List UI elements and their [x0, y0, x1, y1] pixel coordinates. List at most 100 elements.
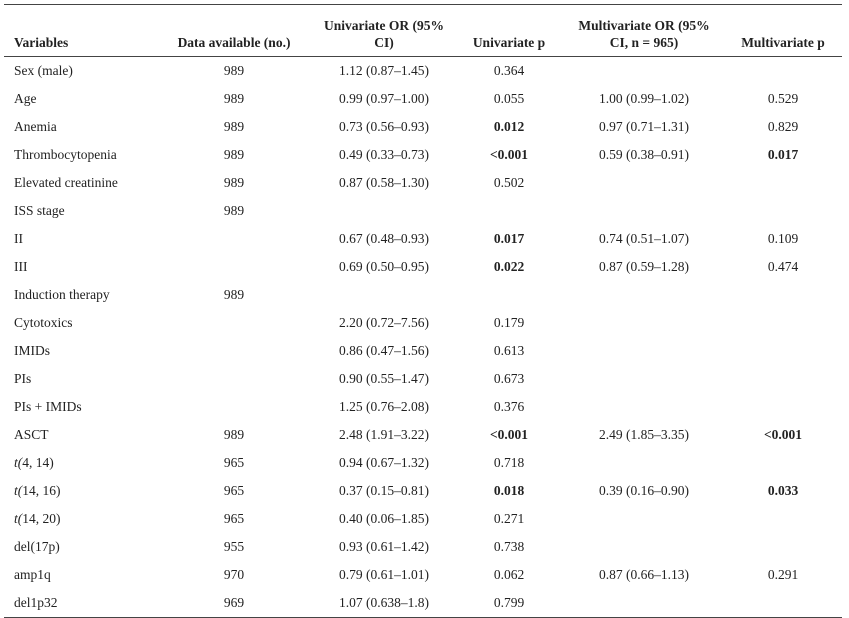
value-cell	[454, 281, 564, 309]
value-cell: 0.376	[493, 399, 525, 414]
value-cell: 0.67 (0.48–0.93)	[339, 231, 429, 246]
variable-cell: III	[14, 259, 28, 274]
variable-cell: t(14, 20)	[4, 505, 154, 533]
value-cell: 0.673	[493, 371, 525, 386]
value-cell: 0.69 (0.50–0.95)	[339, 259, 429, 274]
variable-cell: Thrombocytopenia	[14, 147, 117, 162]
value-cell	[154, 365, 314, 393]
value-cell: 0.39 (0.16–0.90)	[599, 483, 689, 498]
value-cell	[564, 57, 724, 86]
value-cell: 0.94 (0.67–1.32)	[339, 455, 429, 470]
value-cell	[564, 337, 724, 365]
table-row: II 0.67 (0.48–0.93) 0.017 0.74 (0.51–1.07) 0…	[4, 225, 842, 253]
value-cell	[564, 197, 724, 225]
value-cell: 0.97 (0.71–1.31)	[599, 119, 689, 134]
value-cell: 1.25 (0.76–2.08)	[339, 399, 429, 414]
value-cell	[564, 365, 724, 393]
table-header: Variables Data available (no.) Univariate …	[4, 4, 842, 57]
value-cell: 965	[223, 483, 245, 498]
variable-text: t(14, 16)	[14, 483, 61, 498]
table-row: PIs 0.90 (0.55–1.47) 0.673	[4, 365, 842, 393]
value-cell: 955	[223, 539, 245, 554]
variable-cell: IMIDs	[14, 343, 50, 358]
value-cell: 0.055	[493, 91, 525, 106]
value-cell: 965	[223, 511, 245, 526]
value-cell: 965	[223, 455, 245, 470]
value-cell: 0.74 (0.51–1.07)	[599, 231, 689, 246]
value-cell: <0.001	[763, 427, 803, 442]
value-cell	[724, 449, 842, 477]
column-header: Variables	[14, 35, 69, 50]
value-cell: 0.012	[493, 119, 525, 134]
variable-text: t(14, 20)	[14, 511, 61, 526]
value-cell	[724, 309, 842, 337]
column-header: Data available (no.)	[177, 35, 291, 50]
table-row: Thrombocytopenia 989 0.49 (0.33–0.73) <0.00…	[4, 141, 842, 169]
column-header: Univariate p	[472, 35, 546, 50]
value-cell: 0.017	[767, 147, 799, 162]
variable-cell: del(17p)	[14, 539, 60, 554]
value-cell: 0.022	[493, 259, 525, 274]
table-row: Induction therapy 989	[4, 281, 842, 309]
variable-cell: del1p32	[14, 595, 58, 610]
variable-cell: Age	[14, 91, 37, 106]
value-cell: 0.738	[493, 539, 525, 554]
variable-cell: Anemia	[14, 119, 57, 134]
variable-cell: PIs + IMIDs	[14, 399, 82, 414]
table-row: amp1q 970 0.79 (0.61–1.01) 0.062 0.87 (0.66–…	[4, 561, 842, 589]
value-cell: 0.37 (0.15–0.81)	[339, 483, 429, 498]
table-row: del(17p) 955 0.93 (0.61–1.42) 0.738	[4, 533, 842, 561]
value-cell: 0.271	[493, 511, 525, 526]
value-cell: <0.001	[489, 147, 529, 162]
value-cell: 0.99 (0.97–1.00)	[339, 91, 429, 106]
value-cell	[564, 449, 724, 477]
value-cell: 989	[223, 287, 245, 302]
value-cell: 0.502	[493, 175, 525, 190]
variable-text: t(4, 14)	[14, 455, 54, 470]
value-cell: 0.87 (0.66–1.13)	[599, 567, 689, 582]
value-cell: 0.87 (0.59–1.28)	[599, 259, 689, 274]
value-cell	[314, 197, 454, 225]
value-cell	[724, 393, 842, 421]
value-cell	[724, 337, 842, 365]
value-cell	[564, 589, 724, 618]
variable-cell: t(4, 14)	[4, 449, 154, 477]
value-cell: 0.90 (0.55–1.47)	[339, 371, 429, 386]
value-cell	[564, 533, 724, 561]
value-cell	[564, 505, 724, 533]
value-cell	[724, 197, 842, 225]
variable-cell: Cytotoxics	[14, 315, 73, 330]
value-cell	[154, 253, 314, 281]
value-cell: 0.79 (0.61–1.01)	[339, 567, 429, 582]
value-cell: 2.48 (1.91–3.22)	[339, 427, 429, 442]
value-cell: 989	[223, 203, 245, 218]
value-cell	[154, 225, 314, 253]
table-row: ISS stage 989	[4, 197, 842, 225]
value-cell: 0.59 (0.38–0.91)	[599, 147, 689, 162]
table-row: Elevated creatinine 989 0.87 (0.58–1.30) 0.…	[4, 169, 842, 197]
table-body: Sex (male) 989 1.12 (0.87–1.45) 0.364 Age 989…	[4, 57, 842, 618]
value-cell: 969	[223, 595, 245, 610]
value-cell	[724, 57, 842, 86]
table-row: del1p32 969 1.07 (0.638–1.8) 0.799	[4, 589, 842, 618]
value-cell: 0.613	[493, 343, 525, 358]
value-cell: 0.799	[493, 595, 525, 610]
value-cell: 989	[223, 175, 245, 190]
variable-cell: ASCT	[14, 427, 49, 442]
value-cell: 989	[223, 119, 245, 134]
value-cell: 970	[223, 567, 245, 582]
table-row: IMIDs 0.86 (0.47–1.56) 0.613	[4, 337, 842, 365]
table-row: III 0.69 (0.50–0.95) 0.022 0.87 (0.59–1.28)…	[4, 253, 842, 281]
table-row: t(14, 16) 965 0.37 (0.15–0.81) 0.018 0.39 (0…	[4, 477, 842, 505]
value-cell: 0.291	[767, 567, 799, 582]
value-cell: 0.49 (0.33–0.73)	[339, 147, 429, 162]
value-cell: 989	[223, 427, 245, 442]
value-cell	[564, 309, 724, 337]
value-cell: 0.109	[767, 231, 799, 246]
table-row: t(4, 14) 965 0.94 (0.67–1.32) 0.718	[4, 449, 842, 477]
value-cell: 989	[223, 91, 245, 106]
table-row: t(14, 20) 965 0.40 (0.06–1.85) 0.271	[4, 505, 842, 533]
value-cell: 0.033	[767, 483, 799, 498]
column-header: Multivariate OR (95% CI, n = 965)	[578, 18, 710, 50]
